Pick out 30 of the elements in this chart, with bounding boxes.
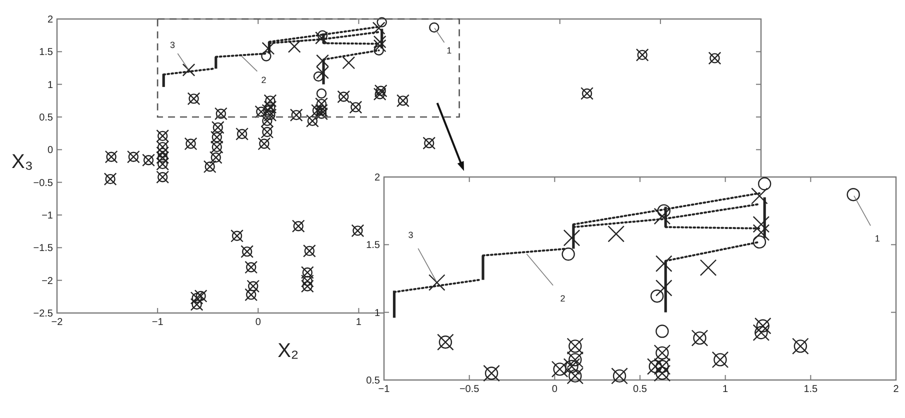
annotation: 2 [560,294,566,304]
y-tick-label: 0 [47,145,54,156]
y-tick-label: 1.5 [366,240,380,252]
x-tick-label: 2 [893,384,900,395]
y-tick-label: 1.5 [39,47,54,58]
y-tick-label: −0.5 [33,178,54,189]
y-tick-label: −1.5 [33,243,54,254]
y-tick-label: 2 [47,14,54,26]
x-axis-title: X₂ [278,340,299,362]
x-tick-label: 1 [722,384,729,395]
x-tick-label: 0.5 [633,384,648,395]
y-tick-label: 1 [47,80,54,91]
y-tick-label: 2 [374,172,380,184]
x-tick-label: 0 [552,384,558,395]
annotation: 1 [446,46,452,56]
x-tick-label: 1.5 [804,384,818,395]
y-tick-label: −2.5 [33,308,54,320]
y-tick-label: 0.5 [366,376,380,386]
x-tick-label: −1 [152,317,164,328]
y-axis-title: X₃ [12,151,33,173]
annotation: 1 [874,233,880,244]
x-tick-label: 0 [255,317,262,328]
x-tick-label: −0.5 [459,384,480,395]
annotation: 3 [408,230,414,240]
annotation: 3 [170,40,176,50]
x-tick-label: 1 [356,317,362,328]
y-tick-label: −1 [42,210,54,222]
y-tick-label: −2 [42,276,54,287]
y-tick-label: 0.5 [39,112,54,124]
annotation: 2 [261,74,266,85]
